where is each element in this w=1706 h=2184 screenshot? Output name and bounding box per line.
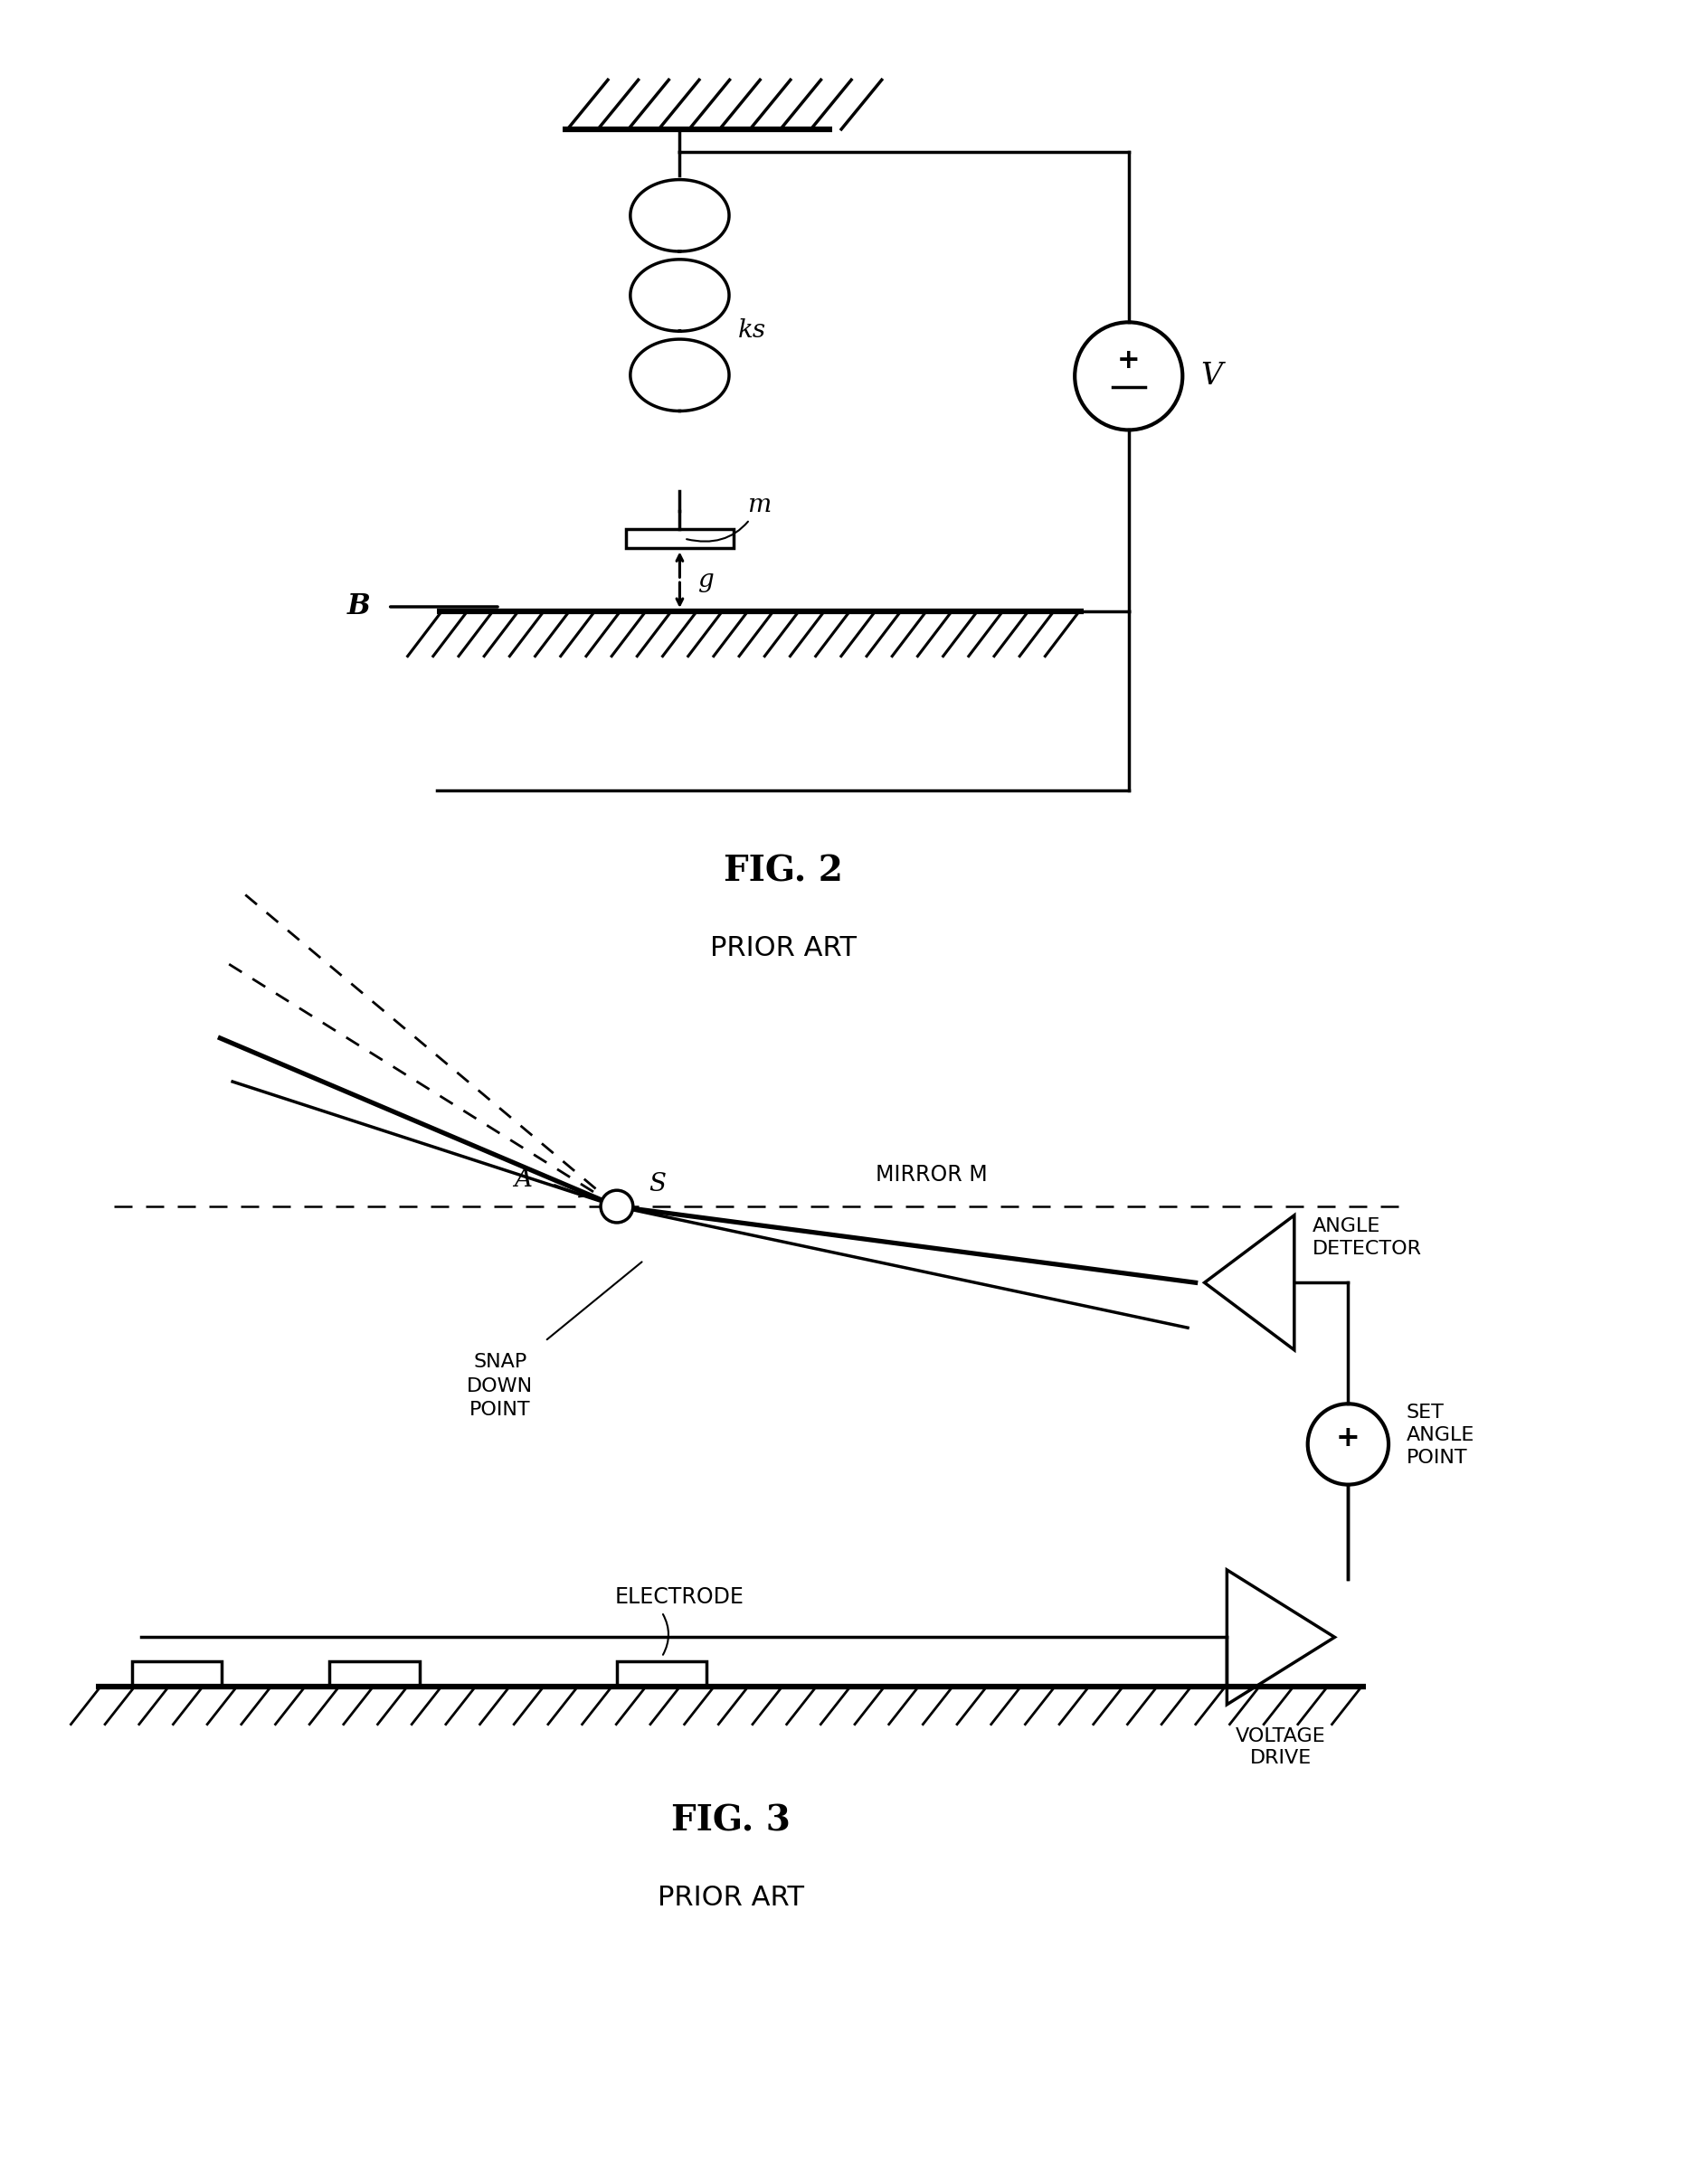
Text: VOLTAGE
DRIVE: VOLTAGE DRIVE bbox=[1235, 1728, 1326, 1767]
Text: ks: ks bbox=[739, 319, 766, 343]
Bar bbox=[329, 1662, 420, 1686]
Circle shape bbox=[1075, 323, 1182, 430]
Text: A: A bbox=[514, 1166, 532, 1192]
Polygon shape bbox=[1204, 1214, 1295, 1350]
Text: B: B bbox=[348, 592, 370, 620]
Text: S: S bbox=[648, 1173, 665, 1197]
Bar bbox=[626, 529, 734, 548]
Polygon shape bbox=[1227, 1570, 1334, 1704]
Text: FIG. 3: FIG. 3 bbox=[672, 1804, 790, 1839]
Bar bbox=[618, 1662, 706, 1686]
Text: PRIOR ART: PRIOR ART bbox=[710, 935, 856, 961]
Bar bbox=[131, 1662, 222, 1686]
Text: ANGLE
DETECTOR: ANGLE DETECTOR bbox=[1312, 1216, 1421, 1258]
Text: MIRROR M: MIRROR M bbox=[875, 1164, 988, 1186]
Text: g: g bbox=[698, 568, 713, 592]
Text: PRIOR ART: PRIOR ART bbox=[659, 1885, 804, 1911]
Text: ELECTRODE: ELECTRODE bbox=[616, 1586, 744, 1607]
Circle shape bbox=[1309, 1404, 1389, 1485]
Text: m: m bbox=[686, 494, 771, 542]
Text: V: V bbox=[1201, 363, 1221, 391]
Text: FIG. 2: FIG. 2 bbox=[723, 854, 843, 889]
Text: SNAP
DOWN
POINT: SNAP DOWN POINT bbox=[467, 1354, 534, 1420]
Text: SET
ANGLE
POINT: SET ANGLE POINT bbox=[1406, 1404, 1474, 1468]
Circle shape bbox=[601, 1190, 633, 1223]
Text: +: + bbox=[1117, 347, 1140, 373]
Text: +: + bbox=[1336, 1424, 1360, 1452]
